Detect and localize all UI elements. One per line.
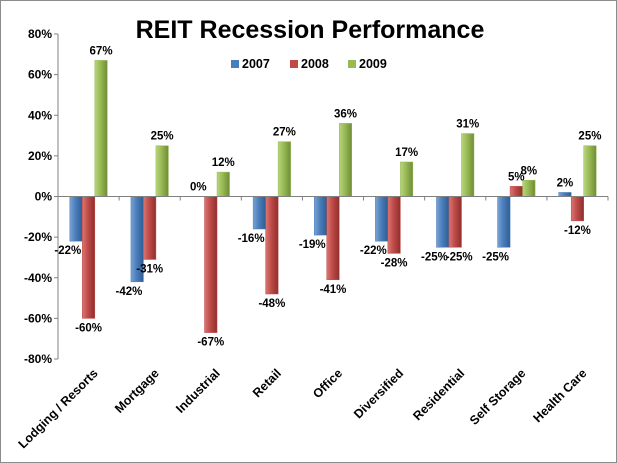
bar-value-label: -19% [299,239,326,251]
bar-value-label: 27% [273,127,296,139]
legend-swatch-2008 [290,60,298,68]
bar-value-label: 2% [557,177,574,189]
bar [94,60,108,197]
bar [436,196,450,248]
y-tick-label: -40% [24,271,52,285]
bar [400,161,414,197]
bar-value-label: 17% [395,147,418,159]
x-category-label: Lodging / Resorts [16,366,101,451]
bar [69,196,83,242]
legend-swatch-2009 [348,60,356,68]
bar-value-label: -25% [421,251,448,263]
bar [461,133,475,197]
bar [375,196,389,242]
x-category-label: Health Care [531,366,590,425]
legend-swatch-2007 [231,60,239,68]
x-category-label: Residential [410,366,467,423]
bar-value-label: -16% [238,233,265,245]
bar [570,196,584,222]
bar [583,145,597,197]
legend-label-2008: 2008 [301,57,329,71]
bar-value-label: 25% [578,131,601,143]
y-tick-label: -80% [24,352,52,366]
bar [497,196,511,248]
bar [558,192,572,197]
bar-value-label: 5% [508,171,525,183]
bar-value-label: 31% [456,119,479,131]
bar-value-label: -42% [115,286,142,298]
bar-value-label: 25% [151,131,174,143]
x-category-label: Office [310,366,345,401]
bar-value-label: -28% [381,257,408,269]
bar-value-label: 12% [212,157,235,169]
y-tick-label: 60% [28,68,52,82]
bar [339,123,352,197]
bar-value-label: -12% [564,225,591,237]
bar-value-label: -25% [482,251,509,263]
bar [314,196,327,236]
bar [82,196,96,319]
bar-value-label: -22% [360,245,387,257]
x-category-label: Diversified [351,366,406,421]
y-tick-label: -60% [24,311,52,325]
bar [216,171,230,197]
bar [448,196,462,248]
bar [155,145,169,197]
y-axis: 80% 60% 40% 20% 0% -20% -40% -60% -80% [24,27,59,366]
bar [509,186,523,197]
bar [143,196,157,260]
x-category-label: Retail [250,366,284,400]
x-category-label: Self Storage [467,366,529,428]
bar-value-label: -31% [136,263,163,275]
bar-value-label: -60% [75,322,102,334]
bar-value-label: 8% [521,165,538,177]
bar [277,141,291,197]
y-tick-label: 80% [28,27,52,41]
bar-value-label: -67% [197,337,224,349]
data-labels: -22%-42%0%-16%-19%-22%-25% -25%2%-60%-31%… [54,45,601,348]
bar [252,196,266,230]
bar [326,196,340,281]
y-tick-label: 20% [28,149,52,163]
y-tick-label: 0% [35,190,53,204]
bar-value-label: -41% [320,284,347,296]
y-tick-label: -20% [24,230,52,244]
bar-value-label: 67% [90,45,113,57]
bar [204,196,218,333]
chart-title: REIT Recession Performance [136,16,485,44]
y-tick-label: 40% [28,108,52,122]
legend-label-2007: 2007 [242,57,270,71]
bar-value-label: -25% [446,251,473,263]
chart-legend: 2007 2008 2009 [231,57,387,71]
bar-value-label: -48% [258,298,285,310]
x-axis: Lodging / Resorts Mortgage Industrial Retai… [16,196,609,451]
x-category-label: Mortgage [112,366,162,416]
legend-label-2009: 2009 [359,57,387,71]
bar [387,196,401,254]
bar-value-label: 36% [334,108,357,120]
bar-value-label: -22% [54,245,81,257]
x-category-label: Industrial [173,366,223,416]
bar [265,196,279,295]
bar-value-label: 0% [190,182,207,194]
